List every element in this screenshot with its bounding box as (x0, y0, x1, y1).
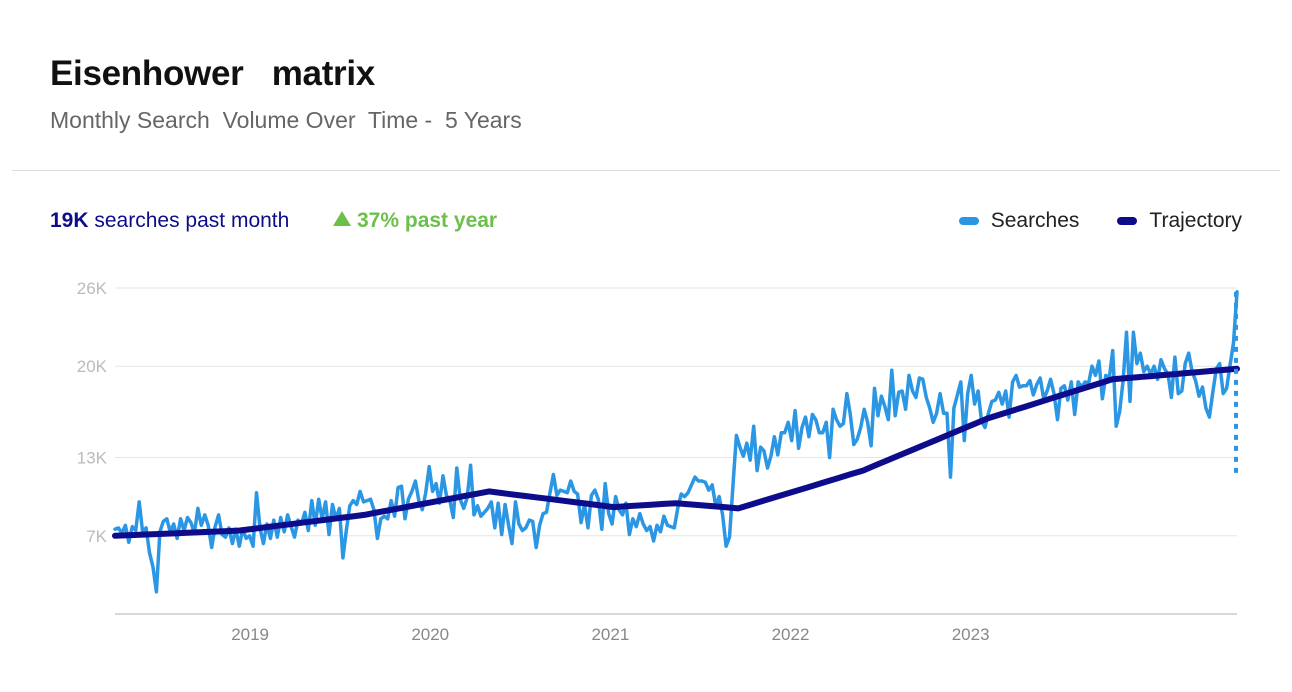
y-tick-label: 7K (86, 527, 107, 546)
monthly-volume-stat: 19K searches past month (50, 209, 289, 233)
x-tick-label: 2020 (411, 625, 449, 644)
legend-label-trajectory: Trajectory (1149, 209, 1242, 232)
triangle-up-icon (333, 211, 351, 226)
legend-swatch-searches (958, 217, 979, 225)
chart-legend: Searches Trajectory (958, 209, 1242, 233)
series-line-searches (113, 290, 1239, 594)
monthly-volume-label: searches past month (94, 209, 290, 232)
legend-item-searches[interactable]: Searches (958, 209, 1080, 233)
monthly-volume-value: 19K (50, 209, 89, 232)
x-tick-label: 2021 (591, 625, 629, 644)
x-tick-label: 2023 (952, 625, 990, 644)
growth-label: past year (404, 209, 498, 232)
legend-item-trajectory[interactable]: Trajectory (1117, 209, 1242, 233)
y-tick-label: 26K (77, 279, 108, 298)
page-title: Eisenhower matrix (50, 54, 375, 93)
legend-swatch-trajectory (1117, 217, 1138, 225)
x-tick-label: 2019 (231, 625, 269, 644)
series-line-trajectory (112, 365, 1240, 539)
y-tick-label: 13K (77, 449, 108, 468)
x-tick-label: 2022 (772, 625, 810, 644)
header-divider (12, 170, 1280, 171)
growth-value: 37% (357, 209, 400, 232)
legend-label-searches: Searches (990, 209, 1080, 232)
y-tick-label: 20K (77, 357, 108, 376)
yearly-growth-stat: 37% past year (333, 209, 497, 233)
page-subtitle: Monthly Search Volume Over Time - 5 Year… (50, 107, 522, 133)
